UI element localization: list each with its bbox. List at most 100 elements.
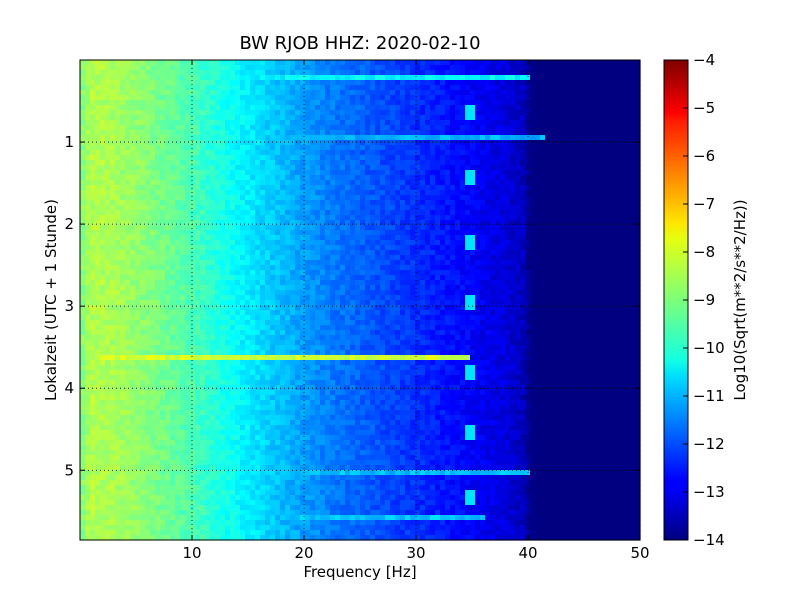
spectrogram-cell <box>405 280 411 286</box>
spectrogram-cell <box>415 255 421 261</box>
spectrogram-cell <box>360 80 366 86</box>
spectrogram-cell <box>585 255 591 261</box>
spectrogram-cell <box>610 270 616 276</box>
spectrogram-cell <box>335 165 341 171</box>
spectrogram-cell <box>580 240 586 246</box>
spectrogram-cell <box>320 240 326 246</box>
spectrogram-cell <box>140 90 146 96</box>
spectrogram-cell <box>520 180 526 186</box>
spectrogram-cell <box>365 235 371 241</box>
spectrogram-cell <box>525 235 531 241</box>
spectrogram-cell <box>510 85 516 91</box>
spectrogram-cell <box>495 265 501 271</box>
spectrogram-cell <box>385 215 391 221</box>
spectrogram-cell <box>595 60 601 66</box>
spectrogram-cell <box>135 120 141 126</box>
spectrogram-cell <box>285 130 291 136</box>
spectrogram-cell <box>405 105 411 111</box>
spectrogram-cell <box>470 145 476 151</box>
spectrogram-cell <box>285 225 291 231</box>
spectrogram-cell <box>120 250 126 256</box>
spectrogram-cell <box>115 210 121 216</box>
spectrogram-cell <box>555 235 561 241</box>
spectrogram-cell <box>265 100 271 106</box>
spectrogram-cell <box>340 145 346 151</box>
spectrogram-cell <box>490 85 496 91</box>
spectrogram-cell <box>120 125 126 131</box>
spectrogram-cell <box>600 130 606 136</box>
spectrogram-cell <box>440 190 446 196</box>
spectrogram-cell <box>220 150 226 156</box>
spectrogram-cell <box>605 155 611 161</box>
spectrogram-cell <box>455 70 461 76</box>
spectrogram-cell <box>205 160 211 166</box>
spectrogram-cell <box>585 185 591 191</box>
spectrogram-cell <box>85 250 91 256</box>
spectrogram-cell <box>340 165 346 171</box>
spectrogram-cell <box>475 215 481 221</box>
spectrogram-cell <box>210 100 216 106</box>
spectrogram-cell <box>430 75 436 81</box>
spectrogram-cell <box>150 140 156 146</box>
spectrogram-cell <box>230 225 236 231</box>
spectrogram-cell <box>620 190 626 196</box>
spectrogram-cell <box>230 65 236 71</box>
spectrogram-cell <box>170 260 176 266</box>
spectrogram-cell <box>625 170 631 176</box>
spectrogram-cell <box>320 65 326 71</box>
spectrogram-cell <box>170 275 176 281</box>
spectrogram-cell <box>320 60 326 66</box>
spectrogram-cell <box>340 215 346 221</box>
spectrogram-cell <box>240 85 246 91</box>
spectrogram-cell <box>465 225 471 231</box>
spectrogram-cell <box>175 185 181 191</box>
spectrogram-cell <box>335 95 341 101</box>
spectrogram-cell <box>375 125 381 131</box>
spectrogram-cell <box>430 190 436 196</box>
spectrogram-cell <box>340 135 346 141</box>
spectrogram-cell <box>135 180 141 186</box>
spectrogram-cell <box>420 195 426 201</box>
spectrogram-cell <box>450 200 456 206</box>
spectrogram-cell <box>370 140 376 146</box>
spectrogram-cell <box>265 165 271 171</box>
spectrogram-cell <box>310 280 316 286</box>
spectrogram-cell <box>550 255 556 261</box>
spectrogram-cell <box>400 120 406 126</box>
spectrogram-cell <box>515 150 521 156</box>
spectrogram-cell <box>425 220 431 226</box>
spectrogram-cell <box>500 85 506 91</box>
spectrogram-cell <box>460 60 466 66</box>
spectrogram-cell <box>440 265 446 271</box>
spectrogram-cell <box>530 225 536 231</box>
spectrogram-cell <box>130 275 136 281</box>
spectrogram-cell <box>425 105 431 111</box>
spectrogram-cell <box>630 155 636 161</box>
spectrogram-cell <box>480 255 486 261</box>
spectrogram-cell <box>440 115 446 121</box>
spectrogram-cell <box>195 220 201 226</box>
spectrogram-cell <box>520 225 526 231</box>
spectrogram-cell <box>190 80 196 86</box>
spectrogram-cell <box>600 120 606 126</box>
spectrogram-cell <box>205 120 211 126</box>
spectrogram-cell <box>120 215 126 221</box>
spectrogram-cell <box>460 180 466 186</box>
spectrogram-cell <box>510 210 516 216</box>
spectrogram-cell <box>590 130 596 136</box>
spectrogram-cell <box>495 175 501 181</box>
spectrogram-cell <box>610 225 616 231</box>
spectrogram-cell <box>350 150 356 156</box>
spectrogram-cell <box>275 70 281 76</box>
spectrogram-cell <box>420 200 426 206</box>
spectrogram-cell <box>605 195 611 201</box>
spectrogram-cell <box>235 65 241 71</box>
spectrogram-cell <box>405 125 411 131</box>
spectrogram-cell <box>575 165 581 171</box>
spectrogram-cell <box>490 125 496 131</box>
spectrogram-cell <box>310 260 316 266</box>
spectrogram-cell <box>180 140 186 146</box>
spectrogram-cell <box>480 140 486 146</box>
spectrogram-cell <box>195 160 201 166</box>
spectrogram-cell <box>210 270 216 276</box>
